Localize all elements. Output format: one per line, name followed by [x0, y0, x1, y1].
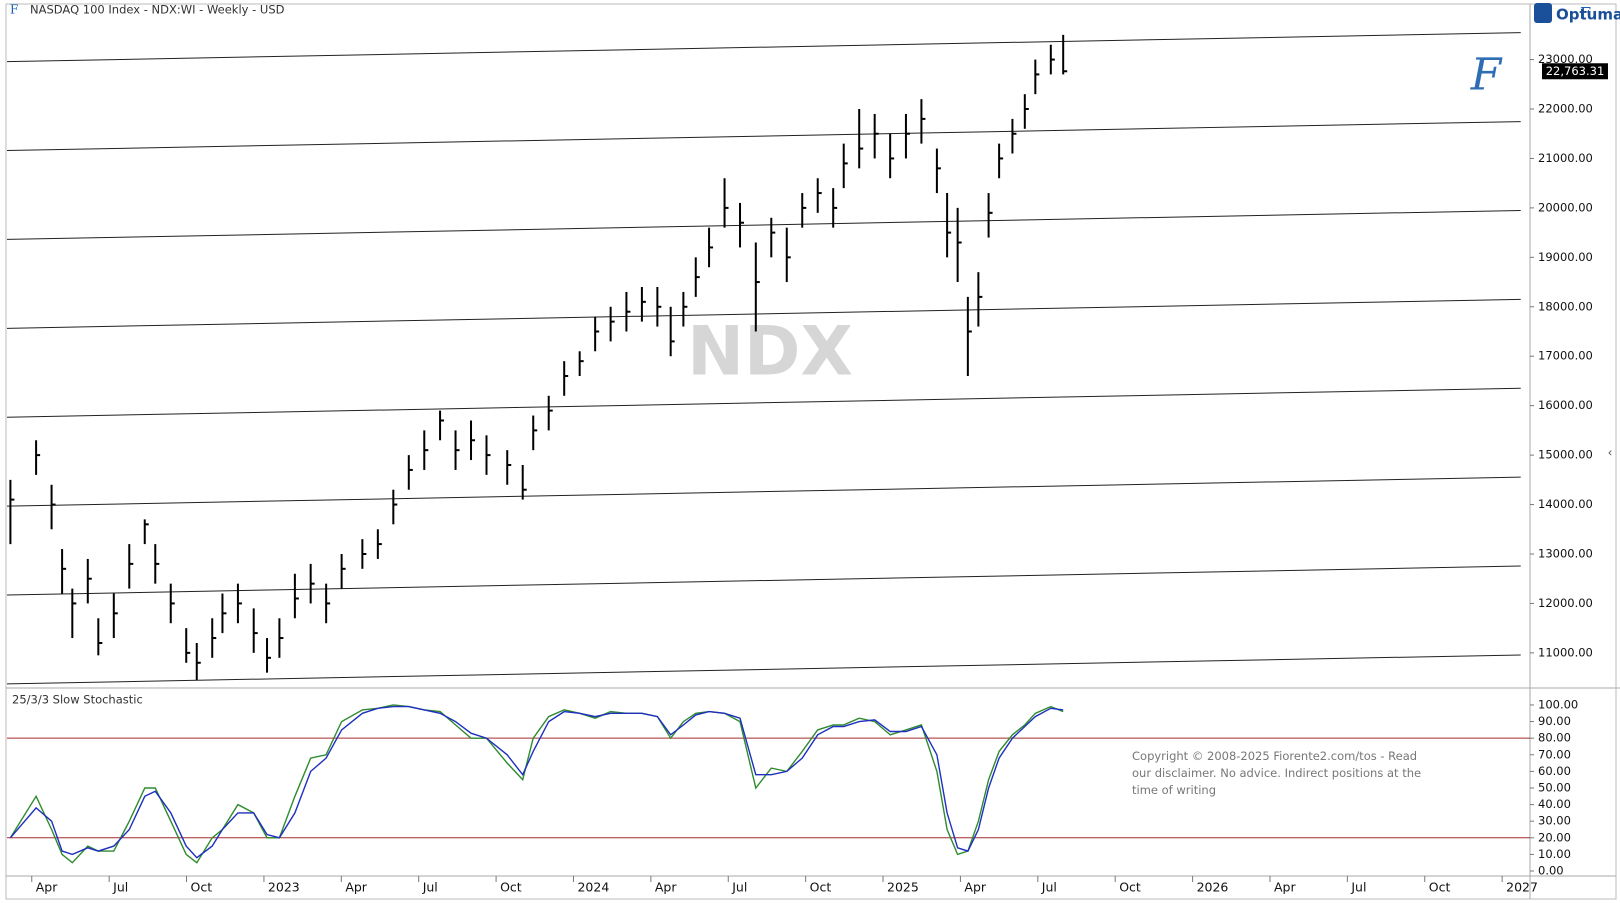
channel-line [6, 387, 1521, 418]
channel-line [6, 476, 1521, 507]
y-tick-label: 16000.00 [1538, 398, 1593, 412]
watermark-logo: F [1470, 50, 1503, 101]
collapse-button[interactable]: ‹ [1608, 446, 1613, 460]
brand-icon [1534, 3, 1552, 23]
y-tick-label: 20.00 [1538, 830, 1571, 844]
y-tick-label: 20000.00 [1538, 200, 1593, 214]
x-tick-label: 2025 [887, 880, 919, 895]
y-tick-label: 17000.00 [1538, 349, 1593, 363]
y-tick-label: 0.00 [1538, 864, 1564, 878]
x-tick-label: Apr [1274, 880, 1296, 895]
y-tick-label: 40.00 [1538, 797, 1571, 811]
x-tick-label: 2024 [577, 880, 609, 895]
stochastic-line [9, 704, 1064, 864]
x-tick-label: Oct [1119, 880, 1141, 895]
x-tick-label: Oct [191, 880, 213, 895]
channel-line [6, 298, 1521, 329]
y-tick-label: 60.00 [1538, 764, 1571, 778]
x-tick-label: Jul [422, 880, 438, 895]
last-price-box [1542, 63, 1608, 80]
y-tick-label: 70.00 [1538, 747, 1571, 761]
x-tick-label: Oct [810, 880, 832, 895]
y-tick-label: 11000.00 [1538, 645, 1593, 659]
y-tick-label: 80.00 [1538, 731, 1571, 745]
x-tick-label: 2026 [1197, 880, 1229, 895]
y-tick-label: 14000.00 [1538, 497, 1593, 511]
channel-line [6, 209, 1521, 240]
y-tick-label: 10.00 [1538, 847, 1571, 861]
x-tick-label: Jul [112, 880, 128, 895]
x-tick-label: Oct [500, 880, 522, 895]
y-tick-label: 50.00 [1538, 780, 1571, 794]
x-tick-label: Jul [1350, 880, 1366, 895]
x-tick-label: Apr [345, 880, 367, 895]
channel-line [6, 565, 1521, 596]
last-price-label: 22,763.31 [1546, 64, 1605, 78]
x-tick-label: 2023 [268, 880, 300, 895]
logo-icon: F [1580, 4, 1591, 23]
y-tick-label: 30.00 [1538, 814, 1571, 828]
x-tick-label: Jul [1041, 880, 1057, 895]
x-tick-label: Jul [731, 880, 747, 895]
title-icon: F [10, 3, 18, 17]
frame [5, 3, 1617, 900]
y-tick-label: 12000.00 [1538, 596, 1593, 610]
panel-title: 25/3/3 Slow Stochastic [12, 693, 143, 707]
y-tick-label: 15000.00 [1538, 448, 1593, 462]
copyright: Copyright © 2008-2025 Fiorente2.com/tos … [1132, 749, 1422, 797]
y-tick-label: 19000.00 [1538, 250, 1593, 264]
y-tick-label: 18000.00 [1538, 299, 1593, 313]
x-tick-label: Apr [36, 880, 58, 895]
channel-line [6, 121, 1521, 152]
x-tick-label: 2027 [1506, 880, 1538, 895]
y-tick-label: 21000.00 [1538, 151, 1593, 165]
brand: Optuma [1556, 6, 1620, 24]
y-tick-label: 22000.00 [1538, 102, 1593, 116]
y-tick-label: 23000.00 [1538, 52, 1593, 66]
y-tick-label: 100.00 [1538, 697, 1578, 711]
x-tick-label: Apr [655, 880, 677, 895]
channel-line [6, 32, 1521, 63]
chart-title: NASDAQ 100 Index - NDX:WI - Weekly - USD [30, 3, 285, 17]
y-tick-label: 13000.00 [1538, 546, 1593, 560]
stochastic-line [9, 705, 1064, 859]
x-tick-label: Oct [1429, 880, 1451, 895]
x-tick-label: Apr [964, 880, 986, 895]
watermark: NDX [687, 313, 853, 392]
y-tick-label: 90.00 [1538, 714, 1571, 728]
channel-line [6, 654, 1521, 685]
